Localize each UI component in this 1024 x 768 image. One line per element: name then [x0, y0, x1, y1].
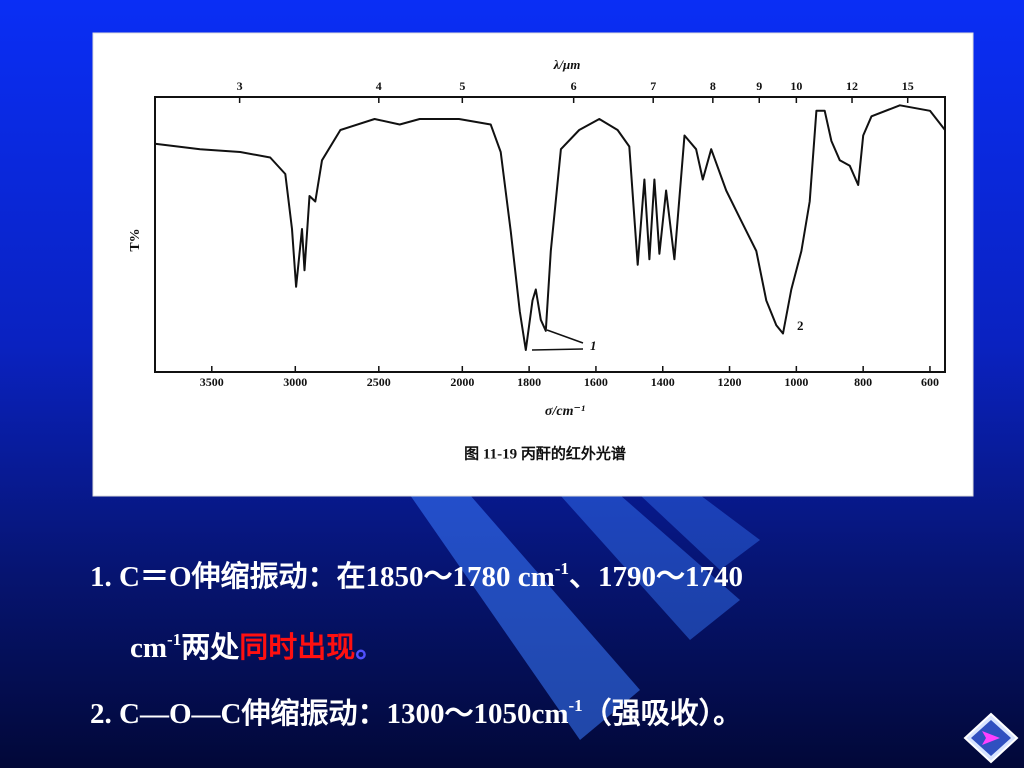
- superscript: -1: [167, 630, 182, 650]
- y-label: T%: [128, 228, 143, 251]
- superscript: -1: [568, 696, 583, 716]
- x-tick-label: 3000: [283, 375, 307, 389]
- text-run: 2. C—O—C伸缩振动：1300～1050cm: [90, 698, 569, 730]
- x-label: σ/cm⁻¹: [545, 404, 585, 419]
- deco-band: [410, 495, 640, 740]
- text-run: cm: [130, 632, 168, 664]
- x2-tick-label: 6: [571, 79, 577, 93]
- text-run: 两处: [181, 632, 240, 664]
- text-run: 1. C＝O伸缩振动：在1850～1780 cm: [90, 561, 555, 593]
- text-line: 1. C＝O伸缩振动：在1850～1780 cm-1、1790～1740: [90, 560, 743, 593]
- x-tick-label: 1600: [584, 375, 608, 389]
- x2-tick-label: 3: [237, 79, 243, 93]
- deco-band: [640, 495, 760, 570]
- annotation: 1: [590, 338, 597, 353]
- x2-tick-label: 4: [376, 79, 382, 93]
- x2-tick-label: 7: [650, 79, 656, 93]
- x2-tick-label: 9: [756, 79, 762, 93]
- annotation-leader: [531, 348, 584, 351]
- annotation-leader: [546, 329, 584, 344]
- text-run: 。: [355, 632, 385, 664]
- text-run: 同时出现: [239, 632, 356, 664]
- x-tick-label: 2000: [450, 375, 474, 389]
- next-button[interactable]: [962, 712, 1020, 764]
- caption: 图 11-19 丙酐的红外光谱: [464, 444, 626, 462]
- x2-tick-label: 15: [902, 79, 914, 93]
- superscript: -1: [554, 559, 569, 579]
- x-tick-label: 1400: [651, 375, 675, 389]
- deco-band: [560, 495, 740, 640]
- x-tick-label: 1200: [718, 375, 742, 389]
- x-tick-label: 1800: [517, 375, 541, 389]
- x2-label: λ/μm: [553, 57, 581, 72]
- text-run: （强吸收）。: [582, 698, 743, 730]
- text-line: 2. C—O—C伸缩振动：1300～1050cm-1（强吸收）。: [90, 697, 743, 730]
- x2-tick-label: 5: [459, 79, 465, 93]
- nav-arrow[interactable]: [982, 731, 1000, 745]
- x2-tick-label: 12: [846, 79, 858, 93]
- x-tick-label: 2500: [367, 375, 391, 389]
- x-tick-label: 600: [921, 375, 939, 389]
- plot-frame: [154, 96, 946, 373]
- x2-tick-label: 10: [790, 79, 802, 93]
- text-line: cm-1两处同时出现。: [130, 631, 385, 664]
- text-run: 、1790～1740: [568, 561, 743, 593]
- figure-box: [92, 32, 974, 497]
- x-tick-label: 1000: [784, 375, 808, 389]
- spectrum-line: [154, 104, 946, 351]
- x2-tick-label: 8: [710, 79, 716, 93]
- x-tick-label: 800: [854, 375, 872, 389]
- annotation: 2: [797, 318, 804, 333]
- x-tick-label: 3500: [200, 375, 224, 389]
